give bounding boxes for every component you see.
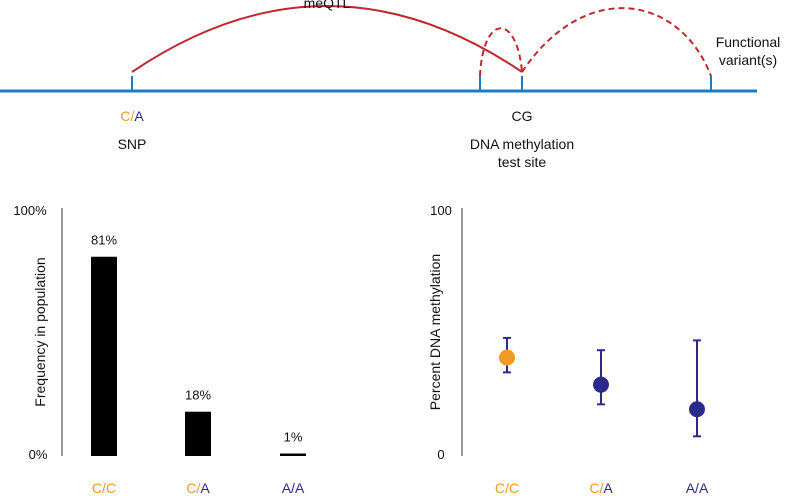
frequency-value-label-1: 18% [185, 388, 211, 403]
frequency-xtick-1-sep: / [196, 480, 200, 496]
snp-alleles: C/A [120, 108, 144, 124]
methylation-xtick-0: C/C [495, 480, 519, 496]
methylation-xtick-2-sep: / [695, 480, 699, 496]
test-site-label-line1: DNA methylation [470, 136, 574, 152]
frequency-xtick-1: C/A [186, 480, 210, 496]
allele-a: A [134, 108, 144, 124]
meqtl-arc [131, 5, 523, 73]
frequency-y-axis-label: Frequency in population [32, 257, 48, 406]
snp-label: SNP [118, 136, 147, 152]
frequency-xtick-0-first: C [92, 480, 102, 496]
allele-c: C [120, 108, 130, 124]
methylation-y-axis-label: Percent DNA methylation [427, 254, 443, 410]
frequency-value-label-2: 1% [284, 430, 303, 445]
allele-separator: / [130, 108, 134, 124]
frequency-value-label-0: 81% [91, 233, 117, 248]
test-site-label-line2: test site [498, 154, 546, 170]
methylation-point-2 [689, 401, 705, 418]
meqtl-label: meQTL [304, 0, 351, 11]
genomic-diagram: meQTL Functional variant(s) C/A SNP CG D… [0, 0, 780, 170]
frequency-ytick-top: 100% [13, 203, 47, 218]
frequency-xtick-2-sep: / [291, 480, 295, 496]
methylation-ytick-bottom: 0 [437, 447, 444, 462]
frequency-bar-chart: 100% 0% Frequency in population 81%C/C18… [13, 203, 306, 496]
frequency-xtick-0-sep: / [102, 480, 106, 496]
methylation-point-1 [593, 376, 609, 393]
methylation-xtick-1-first: C [589, 480, 599, 496]
methylation-xtick-2: A/A [686, 480, 709, 496]
right-variant-dashed-arc [521, 7, 712, 77]
methylation-point-0 [499, 349, 515, 366]
methylation-xtick-1-second: A [603, 480, 613, 496]
frequency-xtick-0: C/C [92, 480, 116, 496]
frequency-xtick-2-first: A [282, 480, 292, 496]
methylation-dot-chart: 100 0 Percent DNA methylation C/C C/A A/A [427, 203, 709, 496]
frequency-ytick-bottom: 0% [29, 447, 48, 462]
functional-variant-label-line2: variant(s) [719, 52, 777, 68]
methylation-marks: C/C C/A A/A [495, 336, 709, 496]
methylation-xtick-0-sep: / [505, 480, 509, 496]
frequency-bar-0 [91, 256, 117, 456]
frequency-xtick-0-second: C [106, 480, 116, 496]
frequency-xtick-2-second: A [295, 480, 305, 496]
methylation-xtick-2-second: A [699, 480, 709, 496]
methylation-ytick-top: 100 [430, 203, 452, 218]
functional-variant-label-line1: Functional [716, 34, 781, 50]
frequency-xtick-1-first: C [186, 480, 196, 496]
methylation-xtick-0-first: C [495, 480, 505, 496]
methylation-xtick-0-second: C [509, 480, 519, 496]
frequency-bar-2 [280, 453, 306, 456]
frequency-bar-1 [185, 411, 211, 456]
cg-label: CG [512, 108, 533, 124]
frequency-xtick-2: A/A [282, 480, 305, 496]
methylation-xtick-2-first: A [686, 480, 696, 496]
left-variant-dashed-arc [479, 27, 523, 77]
methylation-xtick-1: C/A [589, 480, 613, 496]
frequency-xtick-1-second: A [200, 480, 210, 496]
frequency-marks: 81%C/C18%C/A1%A/A [91, 233, 306, 496]
methylation-xtick-1-sep: / [599, 480, 603, 496]
